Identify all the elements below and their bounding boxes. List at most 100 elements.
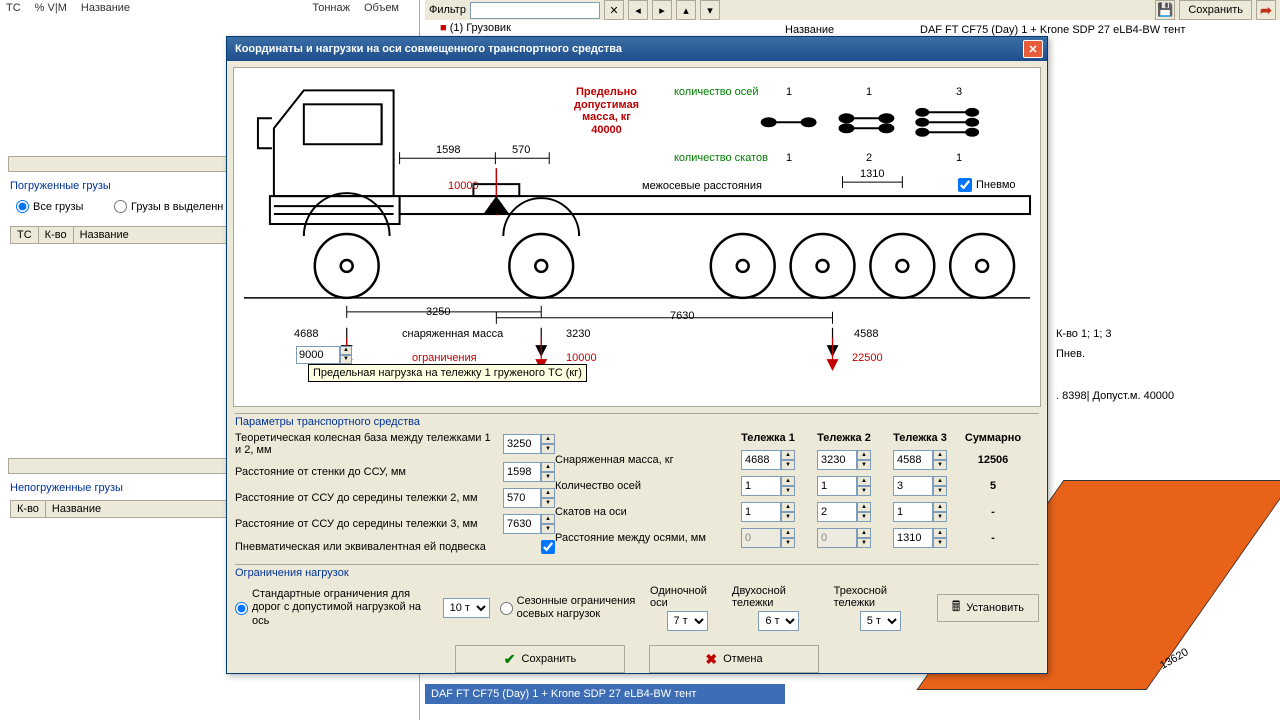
info-line-3: . 8398| Допуст.м. 40000 <box>1056 390 1174 402</box>
hdr-b3: Тележка 3 <box>882 432 958 444</box>
title-label: Название <box>785 24 834 36</box>
axle-loads-dialog: Координаты и нагрузки на оси совмещенног… <box>226 36 1048 674</box>
nav-next-button[interactable]: ▸ <box>652 0 672 20</box>
axles-b3[interactable]: ▲▼ <box>893 476 947 496</box>
close-button[interactable]: ✕ <box>1023 40 1043 58</box>
row-axles-label: Количество осей <box>555 480 730 492</box>
set-limits-button[interactable]: 🖩 Установить <box>937 594 1039 622</box>
row-dist-label: Расстояние между осями, мм <box>555 532 730 544</box>
wheel-count-label: количество скатов <box>674 152 768 164</box>
unloaded-cargo-title: Непогруженные грузы <box>10 482 123 494</box>
lbl-pneumatic: Пневматическая или эквивалентная ей подв… <box>235 541 541 553</box>
tyres-b1[interactable]: ▲▼ <box>741 502 795 522</box>
limits-columns: Одиночной оси 7 т Двухосной тележки 6 т … <box>650 585 927 631</box>
tooltip-b1-limit: Предельная нагрузка на тележку 1 гружено… <box>308 364 587 382</box>
params-section: Параметры транспортного средства Теорети… <box>235 413 1039 560</box>
dist-b3[interactable]: ▲▼ <box>893 528 947 548</box>
nav-up-button[interactable]: ▴ <box>676 0 696 20</box>
col-name: Название <box>81 2 130 14</box>
tyres-b3[interactable]: ▲▼ <box>893 502 947 522</box>
hdr-b1: Тележка 1 <box>730 432 806 444</box>
hdr-sum: Суммарно <box>958 432 1028 444</box>
single-axle-select[interactable]: 7 т <box>667 611 708 631</box>
curb-mass-label: снаряженная масса <box>402 328 503 340</box>
double-bogie-select[interactable]: 6 т <box>758 611 799 631</box>
cancel-icon: ✖ <box>705 651 717 668</box>
filter-input[interactable] <box>470 2 600 19</box>
radio-std-input[interactable] <box>235 602 248 615</box>
dim-570: 570 <box>512 144 530 156</box>
dim-1310: 1310 <box>860 168 884 180</box>
params-left: Теоретическая колесная база между тележк… <box>235 432 555 560</box>
col-tc: ТС <box>6 2 21 14</box>
nav-prev-button[interactable]: ◂ <box>628 0 648 20</box>
info-line-1: К-во 1; 1; 3 <box>1056 328 1112 340</box>
triple-bogie-select[interactable]: 5 т <box>860 611 901 631</box>
wheel-1: 1 <box>786 152 792 164</box>
radio-std-limits[interactable]: Стандартные ограничения для дорог с допу… <box>235 588 433 628</box>
radio-selected-input[interactable] <box>114 200 127 213</box>
wheelbase-input[interactable]: ▲▼ <box>503 434 555 454</box>
radio-all-cargo[interactable]: Все грузы <box>16 200 83 213</box>
axle-2: 1 <box>866 86 872 98</box>
check-icon: ✔ <box>504 651 516 668</box>
pneumo-checkbox[interactable] <box>958 178 972 192</box>
dialog-save-button[interactable]: ✔ Сохранить <box>455 645 625 673</box>
b1-limit-input[interactable] <box>296 346 340 364</box>
max-mass-label: Предельно допустимая масса, кг 40000 <box>574 86 639 137</box>
ssu-b3-input[interactable]: ▲▼ <box>503 514 555 534</box>
dist-b2[interactable]: ▲▼ <box>817 528 871 548</box>
ssu-b2-input[interactable]: ▲▼ <box>503 488 555 508</box>
radio-all-input[interactable] <box>16 200 29 213</box>
dialog-titlebar[interactable]: Координаты и нагрузки на оси совмещенног… <box>227 37 1047 61</box>
std-limit-select[interactable]: 10 т <box>443 598 490 618</box>
forward-button[interactable]: ➦ <box>1256 0 1276 20</box>
wall-ssu-input[interactable]: ▲▼ <box>503 462 555 482</box>
tyres-sum: - <box>958 506 1028 518</box>
radio-selected-cargo[interactable]: Грузы в выделенн <box>114 200 223 213</box>
axle-3: 3 <box>956 86 962 98</box>
truck-diagram: Предельно допустимая масса, кг 40000 кол… <box>233 67 1041 407</box>
nav-down-button[interactable]: ▾ <box>700 0 720 20</box>
tyres-b2[interactable]: ▲▼ <box>817 502 871 522</box>
filter-label: Фильтр <box>429 4 466 16</box>
dist-sum: - <box>958 532 1028 544</box>
dim-3250: 3250 <box>426 306 450 318</box>
info-line-2: Пнев. <box>1056 348 1085 360</box>
tree-item-truck[interactable]: ■ (1) Грузовик <box>440 22 511 34</box>
curb-b2[interactable]: ▲▼ <box>817 450 871 470</box>
b3-mass: 4588 <box>854 328 878 340</box>
radio-season-input[interactable] <box>500 602 513 615</box>
save-button[interactable]: Сохранить <box>1179 0 1252 20</box>
curb-b3[interactable]: ▲▼ <box>893 450 947 470</box>
b2-mass: 3230 <box>566 328 590 340</box>
bogie-table: Тележка 1 Тележка 2 Тележка 3 Суммарно С… <box>555 432 1039 560</box>
axle-1: 1 <box>786 86 792 98</box>
dialog-cancel-button[interactable]: ✖ Отмена <box>649 645 819 673</box>
params-title: Параметры транспортного средства <box>235 413 1039 428</box>
status-bar: DAF FT CF75 (Day) 1 + Krone SDP 27 eLB4-… <box>425 684 785 704</box>
b2-limit: 10000 <box>566 352 597 364</box>
load-10000: 10000 <box>448 180 479 192</box>
col-pct: % V|M <box>35 2 67 14</box>
b3-limit: 22500 <box>852 352 883 364</box>
wheel-3: 1 <box>956 152 962 164</box>
lbl-ssu-b3: Расстояние от ССУ до середины тележки 3,… <box>235 518 503 530</box>
limits-section: Ограничения нагрузок Стандартные огранич… <box>235 564 1039 633</box>
dialog-buttons: ✔ Сохранить ✖ Отмена <box>227 637 1047 683</box>
interaxle-label: межосевые расстояния <box>642 180 762 192</box>
axles-b1[interactable]: ▲▼ <box>741 476 795 496</box>
row-tyres-label: Скатов на оси <box>555 506 730 518</box>
limits-label: ограничения <box>412 352 477 364</box>
curb-b1[interactable]: ▲▼ <box>741 450 795 470</box>
axles-b2[interactable]: ▲▼ <box>817 476 871 496</box>
pneumo-check[interactable]: Пневмо <box>958 178 1016 192</box>
filter-row: Фильтр ✕ ◂ ▸ ▴ ▾ 💾 Сохранить ➦ <box>425 0 1280 20</box>
radio-season-limits[interactable]: Сезонные ограничения осевых нагрузок <box>500 595 640 621</box>
pneumatic-checkbox[interactable] <box>541 540 555 554</box>
filter-clear-button[interactable]: ✕ <box>604 0 624 20</box>
dim-1598: 1598 <box>436 144 460 156</box>
dist-b1[interactable]: ▲▼ <box>741 528 795 548</box>
b1-limit-spinner[interactable]: ▲▼ <box>340 346 352 364</box>
col-volume: Объем <box>364 2 399 14</box>
